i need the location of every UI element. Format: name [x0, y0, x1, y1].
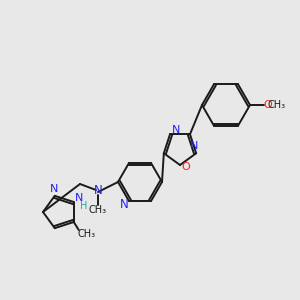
- Text: O: O: [264, 100, 272, 110]
- Text: H: H: [80, 201, 87, 211]
- Text: CH₃: CH₃: [78, 229, 96, 239]
- Text: CH₃: CH₃: [268, 100, 286, 110]
- Text: N: N: [172, 125, 180, 135]
- Text: N: N: [120, 198, 128, 211]
- Text: N: N: [50, 184, 58, 194]
- Text: CH₃: CH₃: [89, 205, 107, 215]
- Text: O: O: [182, 162, 190, 172]
- Text: N: N: [94, 184, 102, 197]
- Text: N: N: [190, 141, 198, 151]
- Text: N: N: [75, 193, 83, 203]
